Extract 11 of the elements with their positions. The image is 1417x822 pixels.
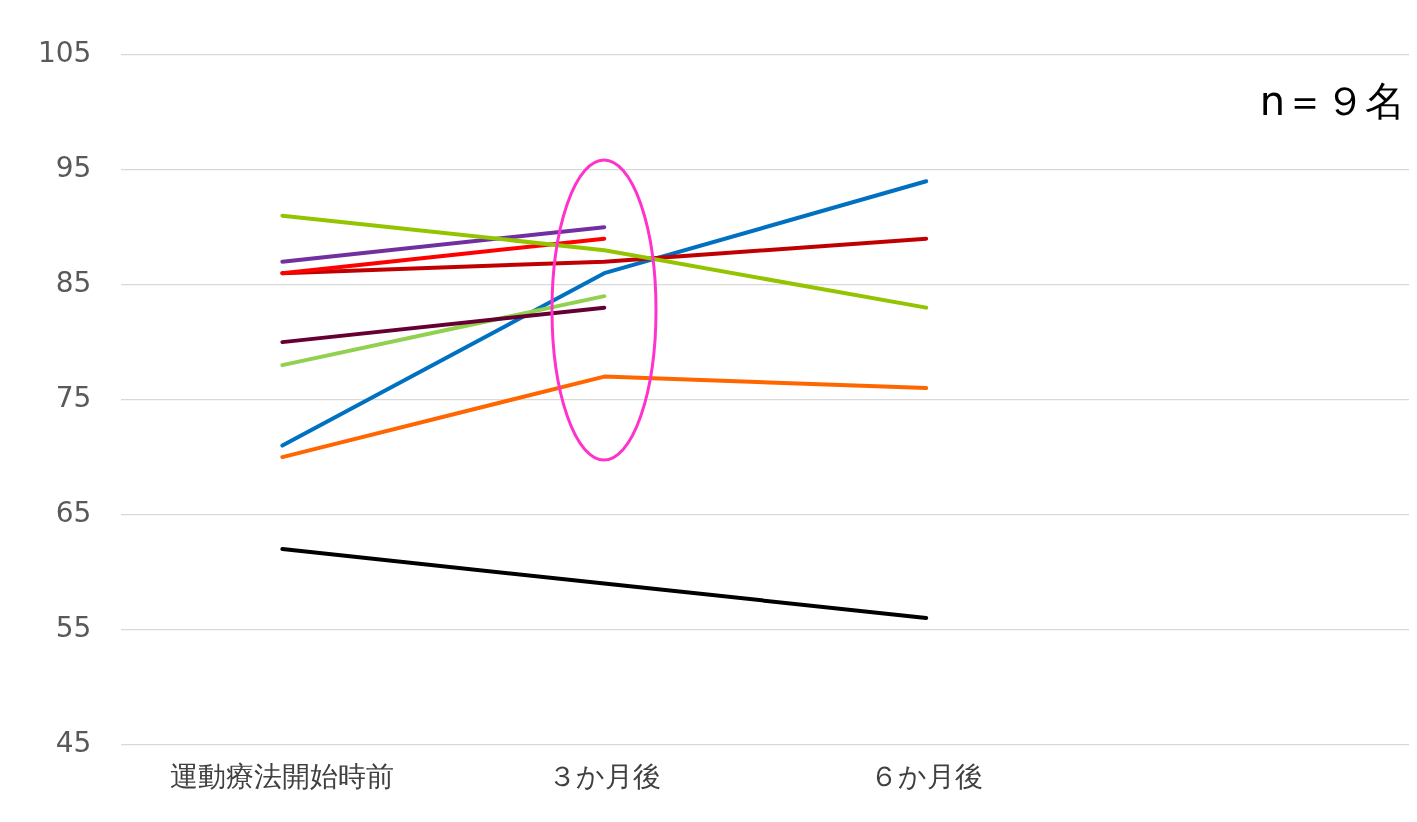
y-tick-label: 65 <box>55 495 92 529</box>
x-tick-label: ６か月後 <box>869 760 983 794</box>
x-tick-label: 運動療法開始時前 <box>170 760 395 794</box>
annotation: n＝９名 <box>1259 78 1405 125</box>
y-tick-label: 85 <box>55 265 92 299</box>
x-tick-label: ３か月後 <box>547 760 661 794</box>
y-tick-label: 45 <box>55 725 92 759</box>
y-tick-label: 55 <box>55 610 92 644</box>
y-tick-label: 105 <box>37 36 92 70</box>
y-tick-label: 75 <box>55 380 92 414</box>
y-tick-label: 95 <box>55 151 92 185</box>
